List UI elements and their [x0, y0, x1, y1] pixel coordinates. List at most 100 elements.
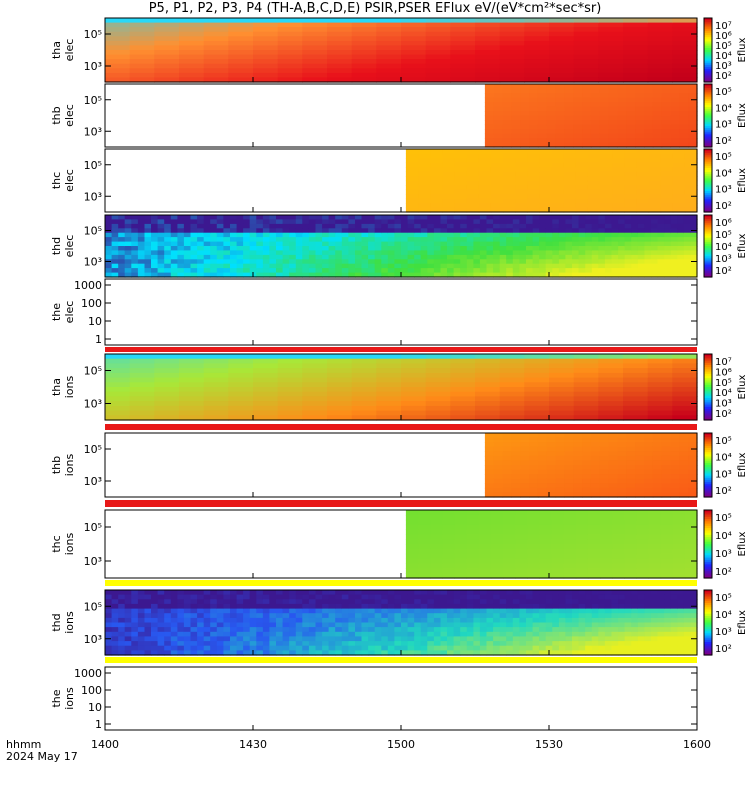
y-tick-label: 1000 — [74, 667, 102, 680]
colorbar-tick-label: 10⁵ — [715, 230, 732, 241]
panel-label: elec — [63, 235, 76, 258]
colorbar-tick-label: 10² — [715, 409, 732, 420]
colorbar: 10⁵ 10⁴ 10³ 10² Eflux — [703, 83, 748, 148]
panel-frame — [104, 278, 698, 346]
colorbar-tick-label: 10³ — [715, 61, 732, 72]
colorbar-tick-label: 10⁴ — [715, 51, 732, 62]
panel-label: elec — [63, 104, 76, 127]
panel-thc-elec: 10⁵ 10³ thc elec 10⁵ 10⁴ 10³ 10² Eflux — [50, 148, 748, 213]
y-tick-label: 10³ — [84, 633, 102, 646]
colorbar-tick-label: 10² — [715, 201, 732, 212]
separator-strip — [105, 424, 697, 430]
panel-label: elec — [63, 301, 76, 324]
colorbar-label: Eflux — [737, 103, 748, 128]
colorbar: 10⁵ 10⁴ 10³ 10² Eflux — [703, 432, 748, 498]
colorbar: 10⁵ 10⁴ 10³ 10² Eflux — [703, 509, 748, 579]
panel-label: the — [50, 689, 63, 707]
colorbar-frame — [703, 17, 713, 83]
separator-strip — [105, 500, 697, 507]
panel-thb-ions: 10⁵ 10³ thb ions 10⁵ 10⁴ 10³ 10² Eflux — [50, 432, 748, 498]
panel-label: thb — [50, 456, 63, 474]
y-tick-label: 10⁵ — [84, 225, 102, 238]
panel-the-ions: 1000 100 10 1 the ions — [50, 666, 698, 731]
panel-thc-ions: 10⁵ 10³ thc ions 10⁵ 10⁴ 10³ 10² Eflux — [50, 509, 748, 579]
panel-label: tha — [50, 378, 63, 396]
colorbar-tick-label: 10² — [715, 567, 732, 578]
separator-strip — [105, 657, 697, 663]
colorbar-tick-label: 10⁴ — [715, 103, 732, 114]
panel-thd-ions: 10⁵ 10³ thd ions 10⁵ 10⁴ 10³ 10² Eflux — [50, 589, 748, 656]
colorbar-label: Eflux — [737, 452, 748, 477]
colorbar: 10⁵ 10⁴ 10³ 10² Eflux — [703, 148, 748, 213]
x-tick-label: 1530 — [535, 738, 563, 751]
y-tick-label: 10³ — [84, 256, 102, 269]
y-tick-label: 10⁵ — [84, 600, 102, 613]
colorbar-tick-label: 10² — [715, 644, 732, 655]
panel-label: ions — [63, 532, 76, 555]
colorbar-tick-label: 10⁵ — [715, 41, 732, 52]
colorbar-tick-label: 10³ — [715, 399, 732, 410]
colorbar-tick-label: 10³ — [715, 549, 732, 560]
separator-strip — [105, 347, 697, 352]
y-tick-label: 10⁵ — [84, 28, 102, 41]
colorbar-tick-label: 10⁶ — [715, 218, 732, 229]
y-tick-label: 10³ — [84, 475, 102, 488]
panel-label: elec — [63, 169, 76, 192]
panel-label: thd — [50, 613, 63, 631]
colorbar-tick-label: 10⁶ — [715, 31, 732, 42]
plot-title: P5, P1, P2, P3, P4 (TH-A,B,C,D,E) PSIR,P… — [148, 1, 602, 16]
y-tick-label: 1000 — [74, 279, 102, 292]
panel-label: thc — [50, 172, 63, 189]
colorbar-frame — [703, 148, 713, 213]
colorbar-tick-label: 10⁷ — [715, 357, 732, 368]
colorbar-tick-label: 10⁴ — [715, 531, 732, 542]
colorbar-label: Eflux — [737, 233, 748, 258]
y-tick-label: 10 — [88, 701, 102, 714]
y-tick-label: 10³ — [84, 555, 102, 568]
panel-frame — [104, 666, 698, 731]
y-tick-label: 100 — [81, 297, 102, 310]
colorbar-tick-label: 10⁶ — [715, 367, 732, 378]
y-tick-label: 10³ — [84, 190, 102, 203]
colorbar-frame — [703, 509, 713, 579]
colorbar-tick-label: 10² — [715, 136, 732, 147]
colorbar-tick-label: 10⁴ — [715, 388, 732, 399]
colorbar-tick-label: 10⁵ — [715, 593, 732, 604]
date-label: 2024 May 17 — [6, 750, 78, 763]
y-tick-label: 10³ — [84, 125, 102, 138]
y-tick-label: 10 — [88, 315, 102, 328]
colorbar-tick-label: 10⁵ — [715, 378, 732, 389]
colorbar-tick-label: 10² — [715, 71, 732, 82]
panel-label: thc — [50, 535, 63, 552]
colorbar-frame — [703, 589, 713, 656]
y-tick-label: 10³ — [84, 398, 102, 411]
colorbar-tick-label: 10⁴ — [715, 168, 732, 179]
panel-label: ions — [63, 611, 76, 634]
colorbar-tick-label: 10³ — [715, 185, 732, 196]
separator-strip — [105, 580, 697, 586]
y-tick-label: 10⁵ — [84, 159, 102, 172]
colorbar-frame — [703, 214, 713, 278]
y-tick-label: 1 — [95, 333, 102, 346]
colorbar-frame — [703, 353, 713, 421]
colorbar-tick-label: 10⁴ — [715, 242, 732, 253]
colorbar-label: Eflux — [737, 374, 748, 399]
colorbar-tick-label: 10⁵ — [715, 436, 732, 447]
panel-the-elec: 1000 100 10 1 the elec — [50, 278, 698, 346]
y-tick-label: 10⁵ — [84, 521, 102, 534]
panel-label: tha — [50, 41, 63, 59]
panel-label: ions — [63, 687, 76, 710]
y-tick-label: 10⁵ — [84, 94, 102, 107]
y-tick-label: 100 — [81, 684, 102, 697]
y-tick-label: 10⁵ — [84, 365, 102, 378]
y-tick-label: 1 — [95, 718, 102, 731]
colorbar-label: Eflux — [737, 37, 748, 62]
panel-label: ions — [63, 453, 76, 476]
